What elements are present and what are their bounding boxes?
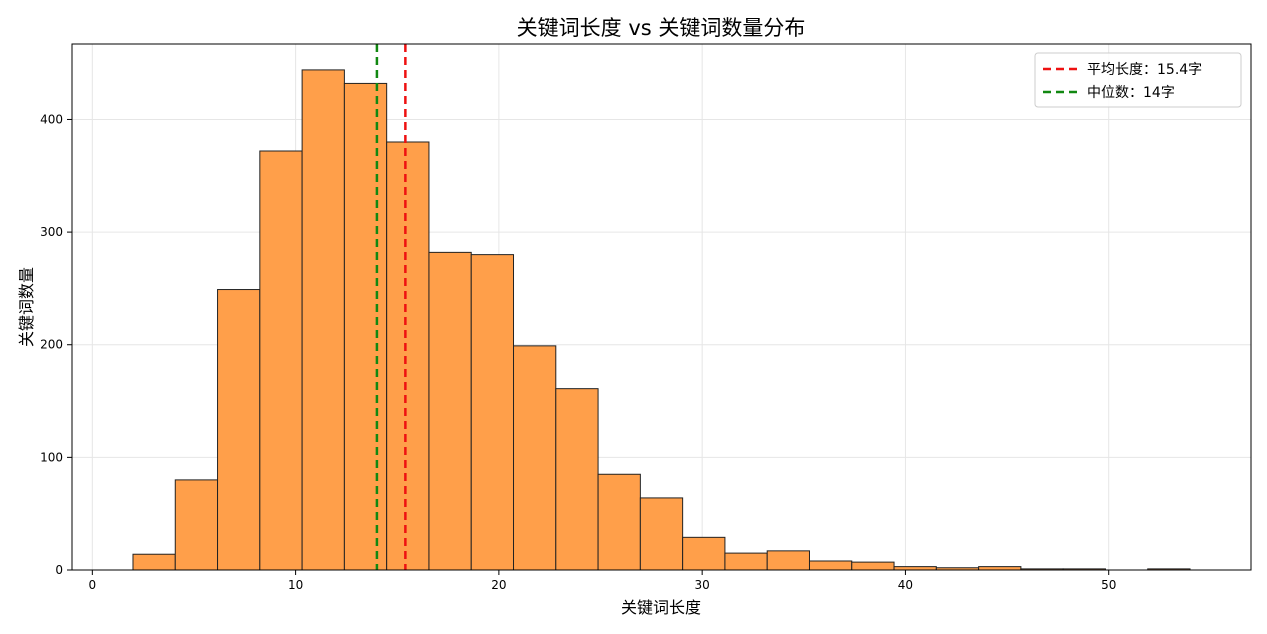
histogram-bar [470,254,515,571]
legend-entry-label: 平均长度：15.4字 [1087,62,1202,78]
histogram-bars [132,69,1191,571]
y-tick-label: 200 [40,338,63,352]
plot-area-frame [71,43,1252,571]
x-tick-label: 30 [695,578,710,592]
histogram-bar [682,536,726,571]
histogram-bar [343,82,388,571]
reference-lines [375,44,407,570]
histogram-bar [978,566,1022,571]
histogram-bar [174,479,219,571]
histogram-bar [808,560,853,571]
histogram-bar [132,553,176,571]
x-tick-label: 20 [491,578,506,592]
histogram-bar [555,388,599,571]
x-tick-label: 0 [89,578,97,592]
histogram-bar [893,566,937,571]
histogram-bar [724,552,768,571]
histogram-bar [851,561,895,571]
y-axis-label: 关键词数量 [17,267,36,347]
histogram-bar [639,497,684,571]
y-tick-label: 100 [40,450,63,464]
legend-entry-label: 中位数：14字 [1087,85,1175,101]
histogram-bar [597,473,641,571]
legend-box [1034,52,1242,108]
histogram-bar [217,289,261,571]
y-tick-label: 400 [40,112,63,126]
chart-title: 关键词长度 vs 关键词数量分布 [517,16,806,40]
x-axis-label: 关键词长度 [621,598,701,617]
axis-ticks: 0 10 20 30 40 50 0 100 200 300 400 [40,112,1116,592]
histogram-bar [428,251,472,571]
histogram-bar [766,550,810,571]
histogram-bar [301,69,345,571]
y-tick-label: 0 [55,563,63,577]
x-tick-label: 10 [288,578,303,592]
x-tick-label: 40 [898,578,913,592]
y-tick-label: 300 [40,225,63,239]
histogram-bar [386,141,430,571]
x-tick-label: 50 [1101,578,1116,592]
histogram-bar [513,345,557,571]
histogram-bar [259,150,303,571]
